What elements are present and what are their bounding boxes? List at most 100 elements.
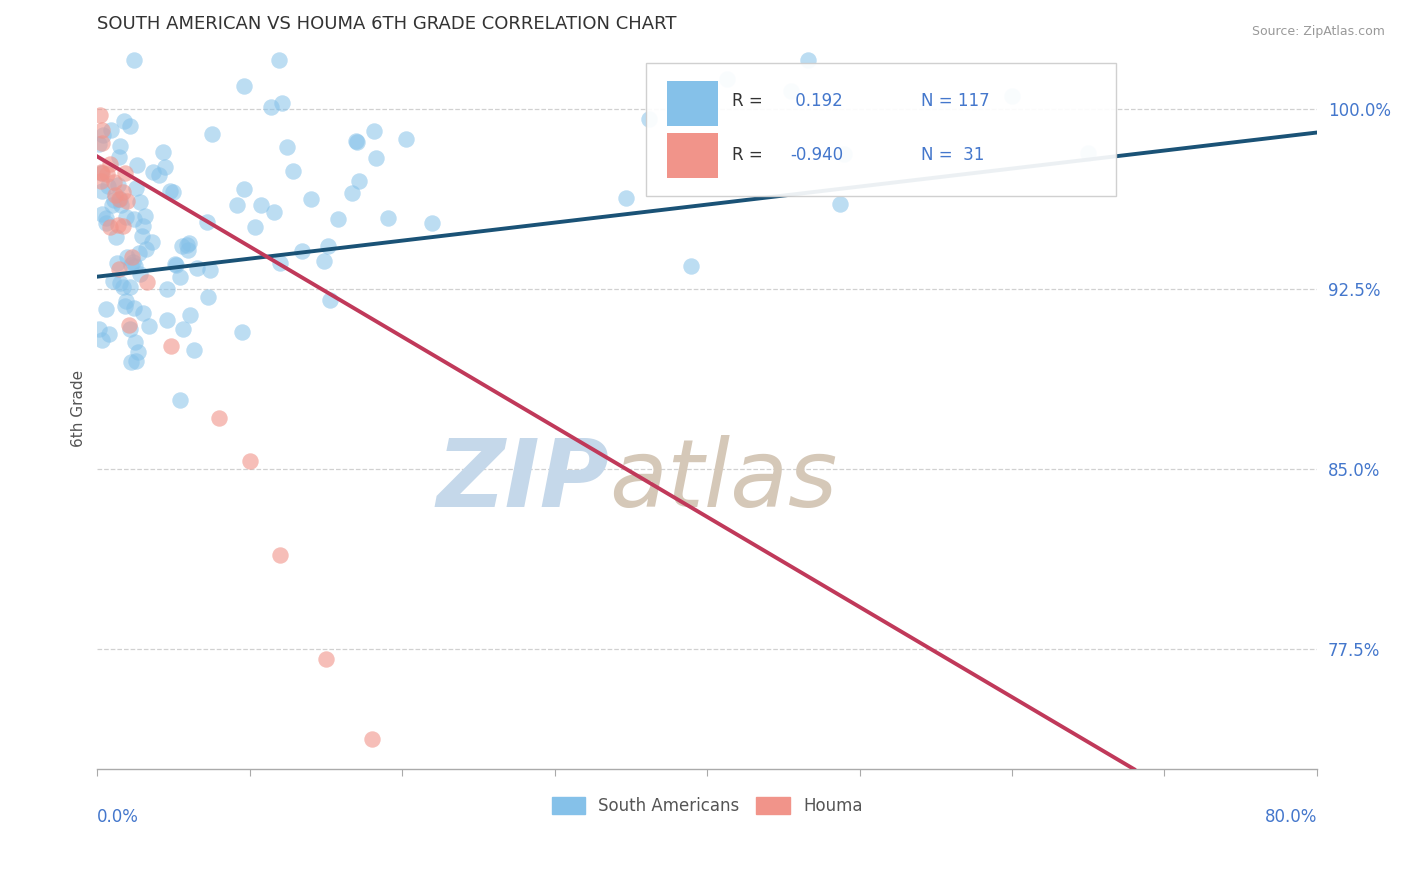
Point bbox=[122, 54, 145, 68]
Y-axis label: 6th Grade: 6th Grade bbox=[72, 370, 86, 448]
Point bbox=[127, 345, 149, 359]
Point bbox=[118, 280, 141, 294]
Point bbox=[125, 354, 148, 368]
Point bbox=[98, 219, 121, 234]
Point bbox=[104, 188, 127, 202]
Point bbox=[349, 174, 371, 188]
Point bbox=[186, 260, 208, 275]
Point bbox=[142, 165, 165, 179]
Point bbox=[197, 290, 219, 304]
Point bbox=[340, 186, 363, 200]
Point bbox=[316, 239, 339, 253]
Point bbox=[135, 242, 157, 256]
Text: -0.940: -0.940 bbox=[790, 146, 844, 164]
Point bbox=[128, 194, 150, 209]
Point bbox=[830, 196, 852, 211]
Point bbox=[108, 192, 131, 206]
Point bbox=[156, 313, 179, 327]
Point bbox=[114, 165, 136, 179]
Point bbox=[94, 301, 117, 316]
Point bbox=[271, 95, 294, 110]
Point bbox=[163, 256, 186, 270]
Point bbox=[319, 293, 342, 307]
Text: R =: R = bbox=[731, 92, 768, 110]
Point bbox=[105, 255, 128, 269]
Text: atlas: atlas bbox=[610, 435, 838, 526]
Point bbox=[122, 301, 145, 315]
Point bbox=[111, 185, 134, 199]
Point bbox=[136, 275, 159, 289]
Text: R =: R = bbox=[731, 146, 768, 164]
Point bbox=[107, 178, 129, 192]
Point bbox=[772, 822, 794, 837]
Point bbox=[108, 261, 131, 276]
Point bbox=[128, 267, 150, 281]
Point bbox=[120, 355, 142, 369]
Point bbox=[115, 250, 138, 264]
Point bbox=[377, 211, 399, 226]
Point bbox=[122, 211, 145, 226]
Legend: South Americans, Houma: South Americans, Houma bbox=[546, 790, 869, 822]
Point bbox=[114, 210, 136, 224]
Point bbox=[245, 219, 267, 234]
Point bbox=[326, 211, 349, 226]
Point bbox=[832, 146, 855, 161]
Point bbox=[120, 258, 142, 272]
Point bbox=[344, 134, 367, 148]
Point bbox=[152, 145, 174, 159]
Point bbox=[101, 198, 124, 212]
Point bbox=[134, 209, 156, 223]
Point bbox=[125, 158, 148, 172]
Point bbox=[232, 78, 254, 93]
Point bbox=[225, 198, 247, 212]
Point bbox=[98, 326, 121, 341]
Point bbox=[100, 122, 122, 136]
Point bbox=[159, 184, 181, 198]
Point bbox=[360, 732, 382, 747]
Point bbox=[131, 306, 153, 320]
Point bbox=[162, 185, 184, 199]
Text: N = 117: N = 117 bbox=[921, 92, 990, 110]
Point bbox=[90, 207, 112, 221]
Point bbox=[638, 112, 661, 127]
Point bbox=[110, 198, 132, 212]
Point bbox=[239, 454, 262, 468]
Point bbox=[183, 343, 205, 357]
Point bbox=[232, 182, 254, 196]
Point bbox=[125, 181, 148, 195]
Point bbox=[124, 335, 146, 350]
Point bbox=[103, 175, 125, 189]
Point bbox=[263, 205, 285, 219]
Point bbox=[91, 184, 114, 198]
Point bbox=[198, 262, 221, 277]
Point bbox=[121, 255, 143, 269]
Point bbox=[115, 194, 138, 209]
Point bbox=[269, 548, 291, 562]
Point bbox=[107, 218, 129, 232]
Point bbox=[249, 198, 271, 212]
Point bbox=[291, 244, 314, 259]
Point bbox=[156, 282, 179, 296]
Point bbox=[108, 139, 131, 153]
Point bbox=[121, 250, 143, 264]
Point bbox=[797, 54, 820, 68]
Point bbox=[91, 166, 114, 180]
Point bbox=[681, 259, 703, 273]
Point bbox=[165, 258, 187, 272]
Point bbox=[91, 123, 114, 137]
Text: N =  31: N = 31 bbox=[921, 146, 984, 164]
Point bbox=[616, 191, 638, 205]
Point bbox=[177, 244, 200, 258]
Point bbox=[779, 84, 801, 98]
Point bbox=[90, 136, 112, 150]
Point bbox=[269, 256, 291, 270]
Point bbox=[281, 164, 304, 178]
Point bbox=[260, 100, 283, 114]
Text: ZIP: ZIP bbox=[437, 434, 610, 527]
FancyBboxPatch shape bbox=[647, 62, 1116, 196]
Point bbox=[231, 326, 253, 340]
Point bbox=[970, 822, 993, 837]
Point bbox=[114, 294, 136, 309]
Point bbox=[420, 216, 443, 230]
Point bbox=[103, 274, 125, 288]
